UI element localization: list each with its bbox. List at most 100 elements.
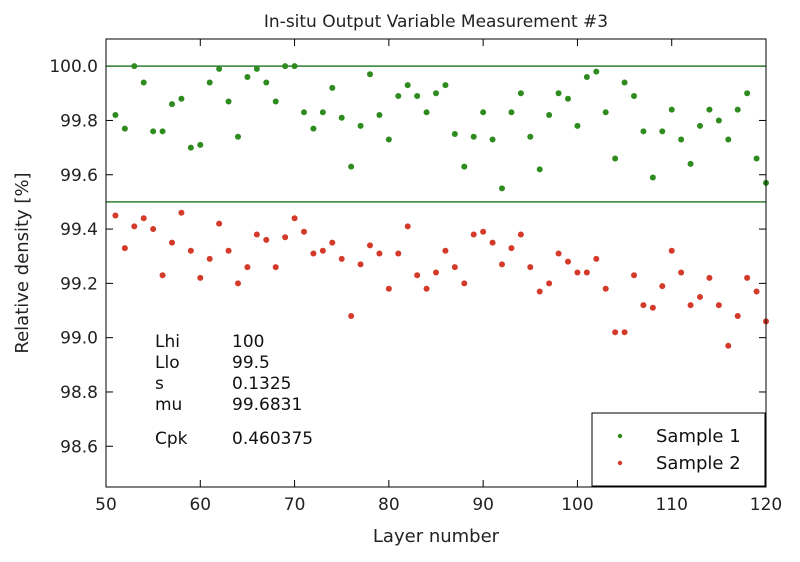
- data-point-series-2: [131, 223, 138, 230]
- data-point-series-2: [121, 245, 128, 252]
- legend-label: Sample 1: [656, 426, 741, 447]
- data-point-series-2: [367, 242, 373, 249]
- statistics-block: Lhi 100 Llo 99.5 s 0.1325 mu 99.6831 Cpk 0.460375: [155, 332, 313, 449]
- data-point-series-2: [442, 247, 449, 254]
- x-tick-label: 80: [378, 495, 400, 515]
- data-point-series-1: [621, 79, 628, 86]
- data-point-series-1: [574, 122, 581, 129]
- data-point-series-2: [602, 285, 609, 292]
- data-point-series-2: [565, 258, 571, 265]
- data-point-series-1: [235, 133, 241, 140]
- y-tick-label: 99.4: [60, 220, 98, 240]
- data-point-series-1: [225, 98, 232, 105]
- data-point-series-1: [272, 98, 279, 105]
- data-point-series-1: [687, 160, 694, 167]
- data-point-series-1: [338, 114, 345, 121]
- data-point-series-1: [376, 112, 383, 119]
- data-point-series-2: [612, 329, 619, 336]
- data-point-series-1: [583, 74, 590, 81]
- data-point-series-2: [329, 239, 336, 246]
- data-point-series-2: [338, 255, 345, 262]
- stat-label: mu: [155, 395, 182, 415]
- data-point-series-2: [178, 209, 185, 216]
- stat-label: Cpk: [155, 429, 188, 449]
- data-point-series-1: [140, 79, 147, 86]
- data-point-series-1: [395, 93, 402, 100]
- data-point-series-2: [461, 280, 468, 287]
- data-point-series-1: [451, 131, 458, 138]
- data-point-series-1: [329, 84, 336, 91]
- data-point-series-1: [668, 106, 675, 113]
- data-point-series-2: [348, 312, 355, 319]
- data-point-series-2: [649, 304, 656, 311]
- plot-area-frame: [105, 38, 767, 488]
- data-point-series-1: [527, 133, 534, 140]
- y-tick-label: 98.6: [60, 437, 98, 457]
- data-point-series-1: [282, 63, 289, 70]
- data-point-series-1: [442, 82, 449, 89]
- data-point-series-1: [310, 125, 317, 132]
- data-point-series-2: [631, 272, 637, 279]
- data-point-series-2: [527, 264, 534, 271]
- data-point-series-2: [593, 255, 600, 262]
- data-point-series-1: [178, 95, 185, 102]
- data-point-series-1: [206, 79, 213, 86]
- legend: Sample 1 Sample 2: [591, 412, 766, 487]
- data-point-series-1: [291, 63, 298, 70]
- data-point-series-1: [659, 128, 666, 135]
- data-point-series-1: [121, 125, 128, 132]
- data-point-series-1: [517, 90, 524, 97]
- data-point-series-2: [140, 215, 147, 222]
- data-point-series-2: [508, 245, 515, 252]
- stat-label: s: [155, 374, 164, 394]
- data-point-series-1: [404, 82, 411, 89]
- y-tick-label: 99.8: [60, 111, 98, 131]
- y-axis-title: Relative density [%]: [12, 172, 33, 353]
- data-point-series-1: [612, 155, 619, 162]
- stat-value: 99.6831: [232, 395, 302, 415]
- legend-label: Sample 2: [656, 453, 741, 474]
- data-point-series-2: [536, 288, 543, 295]
- data-point-series-1: [367, 71, 373, 78]
- x-tick-label: 50: [95, 495, 117, 515]
- data-point-series-2: [480, 228, 487, 235]
- data-point-series-2: [159, 272, 166, 279]
- stat-value: 0.1325: [232, 374, 291, 394]
- data-point-series-1: [480, 109, 487, 116]
- data-point-series-2: [385, 285, 392, 292]
- data-point-series-2: [319, 247, 326, 254]
- data-point-series-2: [272, 264, 279, 271]
- data-point-series-2: [187, 247, 194, 254]
- data-point-series-2: [112, 212, 119, 219]
- data-point-series-1: [169, 101, 175, 108]
- data-point-series-1: [697, 122, 703, 129]
- data-point-series-1: [678, 136, 685, 143]
- data-point-series-2: [470, 231, 477, 238]
- axis-ticks: 50 60 70 80 90 100 110 120 98.6 98.8 99.0 99.2 99.4 9…: [49, 39, 782, 515]
- data-point-series-2: [206, 255, 213, 262]
- data-point-series-2: [197, 274, 204, 281]
- data-point-series-2: [697, 293, 703, 300]
- data-point-series-2: [489, 239, 496, 246]
- data-point-series-2: [433, 269, 439, 276]
- data-points: [112, 63, 769, 349]
- x-tick-label: 100: [561, 495, 593, 515]
- data-point-series-2: [395, 250, 402, 257]
- x-axis-title: Layer number: [373, 526, 500, 547]
- data-point-series-2: [216, 220, 223, 227]
- data-point-series-2: [404, 223, 411, 230]
- data-point-series-2: [517, 231, 524, 238]
- stat-value: 100: [232, 332, 264, 352]
- data-point-series-2: [659, 283, 666, 290]
- chart-title: In-situ Output Variable Measurement #3: [264, 12, 608, 32]
- data-point-series-1: [319, 109, 326, 116]
- data-point-series-2: [150, 226, 157, 233]
- data-point-series-2: [357, 261, 364, 268]
- data-point-series-1: [348, 163, 355, 170]
- data-point-series-1: [489, 136, 496, 143]
- data-point-series-2: [376, 250, 383, 257]
- data-point-series-1: [753, 155, 760, 162]
- data-point-series-1: [197, 141, 204, 148]
- data-point-series-1: [649, 174, 656, 181]
